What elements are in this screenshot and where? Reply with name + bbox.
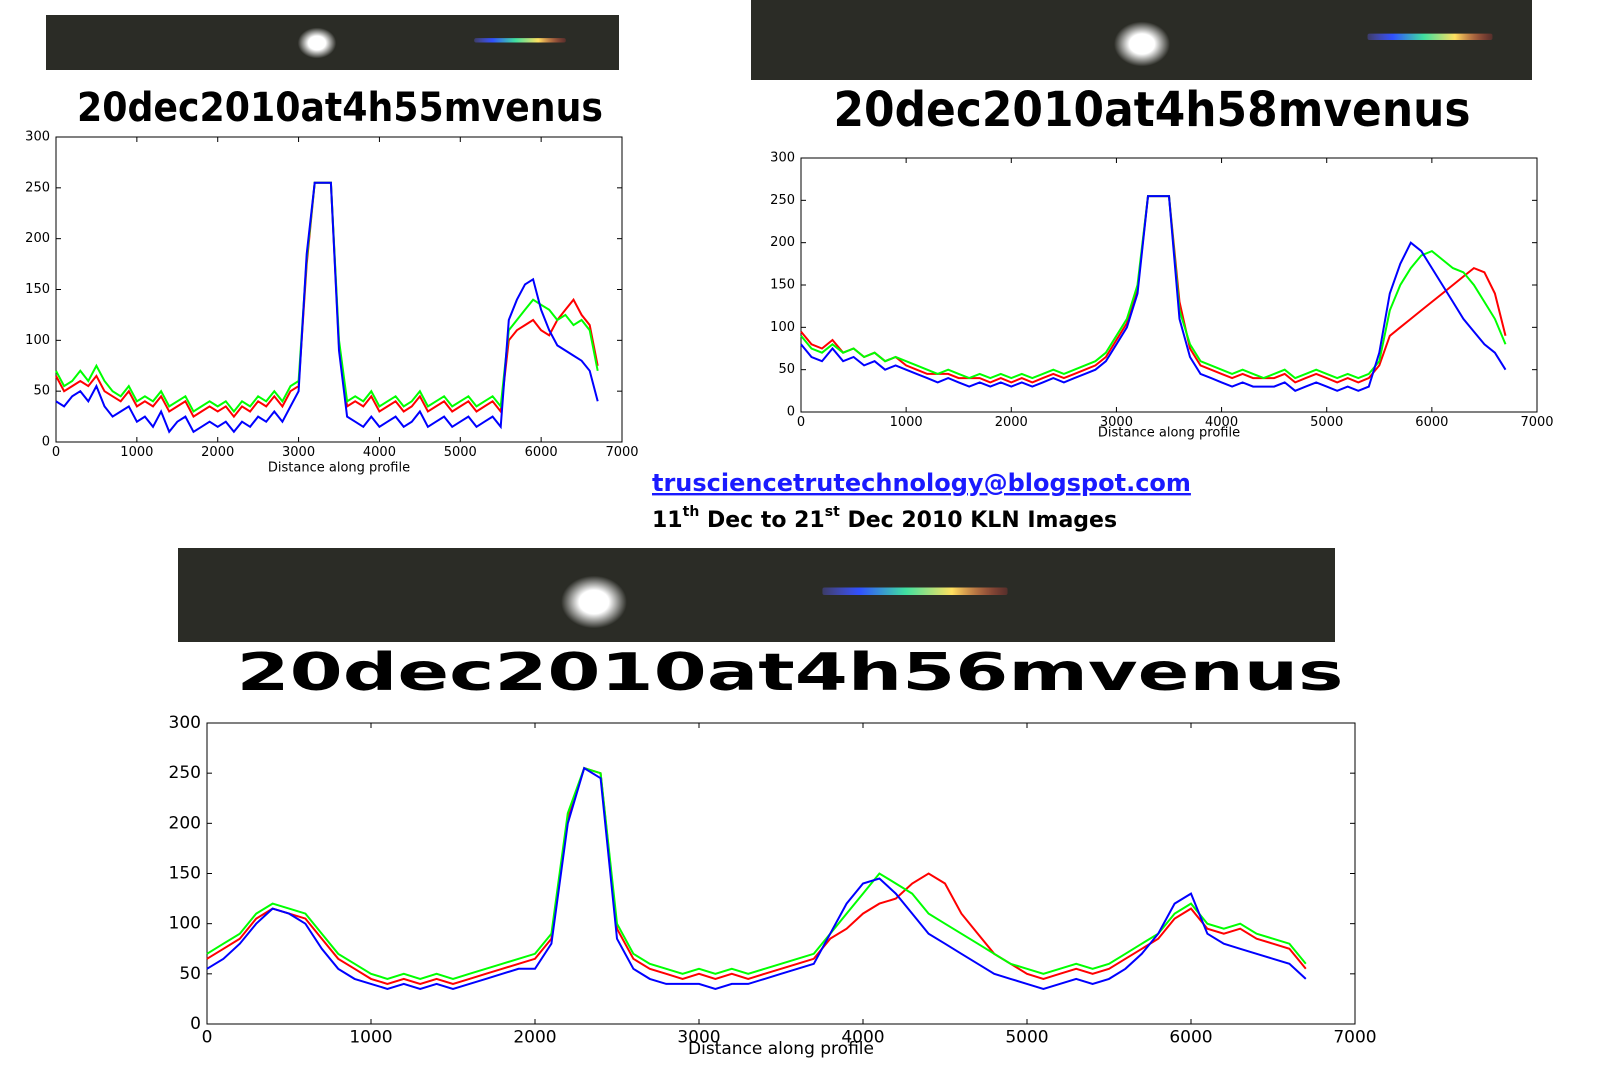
x-axis-label: Distance along profile: [688, 1039, 874, 1059]
x-tick-label: 4000: [1205, 415, 1238, 430]
chart-title: 20dec2010at4h58mvenus: [834, 82, 1471, 138]
y-tick-label: 250: [770, 193, 795, 208]
caption-part: Dec 2010 KLN Images: [840, 508, 1117, 533]
caption-sup: st: [825, 504, 840, 520]
x-tick-label: 0: [797, 415, 805, 430]
photo-strip: [751, 0, 1532, 80]
profile-line: [206, 766, 1307, 985]
y-tick-label: 200: [25, 231, 50, 246]
y-tick-label: 0: [42, 435, 50, 450]
y-tick-label: 300: [770, 151, 795, 166]
chart-title: 20dec2010at4h56mvenus: [237, 643, 1344, 703]
photo-strip: [178, 548, 1335, 642]
y-tick-label: 150: [169, 864, 201, 884]
chart-title: 20dec2010at4h55mvenus: [77, 85, 603, 131]
y-tick-label: 250: [25, 180, 50, 195]
plot-area: [55, 136, 623, 443]
venus-glow: [1114, 21, 1170, 67]
y-tick-label: 100: [770, 320, 795, 335]
caption: 11th Dec to 21st Dec 2010 KLN Images: [652, 504, 1117, 533]
plot-area: [206, 722, 1356, 1025]
x-tick-label: 7000: [1520, 415, 1553, 430]
x-tick-label: 3000: [677, 1028, 720, 1048]
x-axis-label: Distance along profile: [268, 461, 410, 476]
caption-sup: th: [683, 504, 700, 520]
x-tick-label: 1000: [349, 1028, 392, 1048]
y-tick-label: 150: [770, 278, 795, 293]
photo-bg: [178, 548, 1335, 642]
y-tick-label: 300: [25, 130, 50, 145]
x-tick-label: 0: [202, 1028, 213, 1048]
x-tick-label: 0: [52, 445, 60, 460]
x-tick-label: 1000: [120, 445, 153, 460]
y-tick-label: 250: [169, 763, 201, 783]
x-tick-label: 7000: [1333, 1028, 1376, 1048]
caption-part: Dec to 21: [699, 508, 824, 533]
profile-line: [206, 766, 1307, 980]
x-tick-label: 4000: [841, 1028, 884, 1048]
y-tick-label: 100: [169, 914, 201, 934]
venus-glow: [561, 575, 627, 629]
x-tick-label: 3000: [282, 445, 315, 460]
y-tick-label: 150: [25, 282, 50, 297]
y-tick-label: 100: [25, 333, 50, 348]
y-tick-label: 200: [169, 813, 201, 833]
y-tick-label: 0: [787, 405, 795, 420]
x-tick-label: 4000: [363, 445, 396, 460]
x-tick-label: 6000: [1169, 1028, 1212, 1048]
y-tick-label: 200: [770, 235, 795, 250]
y-tick-label: 0: [190, 1014, 201, 1034]
spectrum-streak: [474, 38, 566, 43]
x-tick-label: 5000: [1310, 415, 1343, 430]
x-tick-label: 1000: [890, 415, 923, 430]
y-tick-label: 50: [33, 384, 50, 399]
blog-link[interactable]: trusciencetrutechnology@blogspot.com: [652, 469, 1191, 497]
profile-line: [800, 195, 1507, 392]
photo-strip: [46, 15, 619, 70]
profile-line: [206, 766, 1307, 990]
x-tick-label: 2000: [201, 445, 234, 460]
x-tick-label: 3000: [1100, 415, 1133, 430]
y-tick-label: 300: [169, 713, 201, 733]
x-tick-label: 7000: [605, 445, 638, 460]
profile-line: [55, 181, 599, 434]
x-tick-label: 5000: [444, 445, 477, 460]
x-tick-label: 6000: [1415, 415, 1448, 430]
y-tick-label: 50: [179, 964, 201, 984]
x-axis-label: Distance along profile: [1098, 426, 1240, 441]
venus-glow: [297, 27, 337, 59]
spectrum-streak: [822, 587, 1008, 595]
caption-part: 11: [652, 508, 683, 533]
spectrum-streak: [1367, 33, 1493, 40]
x-tick-label: 2000: [513, 1028, 556, 1048]
y-tick-label: 50: [778, 362, 795, 377]
x-tick-label: 2000: [995, 415, 1028, 430]
x-tick-label: 5000: [1005, 1028, 1048, 1048]
x-tick-label: 6000: [525, 445, 558, 460]
